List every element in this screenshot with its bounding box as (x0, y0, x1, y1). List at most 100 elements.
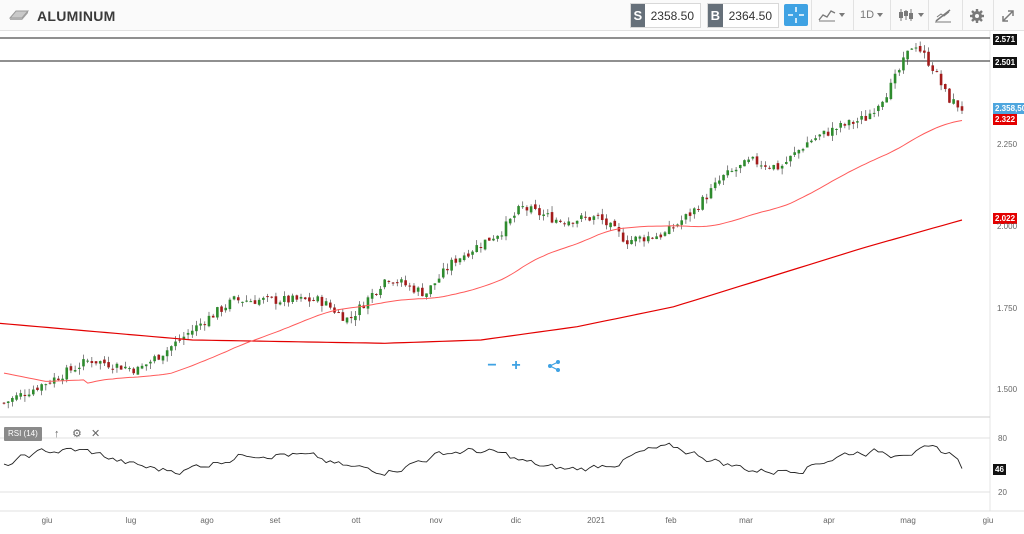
candle-body (6, 401, 10, 404)
draw-icon (935, 9, 951, 23)
candle-body (559, 220, 562, 222)
zoom-out-button[interactable]: − (480, 355, 504, 377)
candle-body (759, 165, 763, 167)
price-chart[interactable] (0, 31, 1024, 534)
price-tag-last: 2.358,50 (993, 103, 1024, 114)
candle-body (320, 296, 324, 306)
candle-body (94, 361, 98, 364)
rsi-settings-icon[interactable]: ⚙ (72, 428, 82, 440)
toolbar-divider (928, 0, 929, 31)
buy-price: 2364.50 (728, 8, 772, 23)
candle-body (241, 301, 244, 303)
toolbar-divider (853, 0, 854, 31)
candle-body (15, 395, 18, 400)
candle-body (517, 206, 520, 215)
candle-body (31, 389, 35, 395)
candle-body (467, 253, 470, 257)
fullscreen-button[interactable] (1000, 7, 1016, 25)
candle-body (329, 302, 332, 308)
candle-body (533, 204, 537, 209)
buy-button[interactable]: B 2364.50 (707, 3, 779, 28)
candle-body (487, 237, 491, 241)
candle-body (103, 359, 106, 364)
toolbar-divider (890, 0, 891, 31)
candle-body (437, 278, 441, 283)
candle-body (960, 106, 964, 111)
candle-body (923, 50, 926, 53)
chart-type-button[interactable] (818, 6, 845, 24)
candle-body (90, 361, 94, 364)
draw-button[interactable] (934, 6, 952, 24)
rsi-move-up-icon[interactable]: ↑ (54, 428, 60, 440)
price-tag-line-high: 2.571 (993, 34, 1018, 45)
candle-body (709, 188, 713, 199)
candle-body (132, 368, 135, 374)
sell-button[interactable]: S 2358.50 (630, 3, 701, 28)
rsi-tick: 20 (998, 488, 1007, 497)
candle-body (379, 288, 382, 296)
candle-body (186, 332, 190, 335)
asset-icon (8, 10, 30, 20)
month-label: apr (823, 516, 835, 525)
candle-body (751, 156, 755, 159)
candle-body (257, 299, 261, 305)
candle-body (190, 330, 194, 335)
rsi-line (3, 442, 963, 476)
candle-body (65, 367, 69, 380)
candle-body (768, 167, 771, 169)
candle-body (688, 212, 692, 216)
crosshair-button[interactable] (784, 4, 808, 26)
candle-body (383, 279, 386, 288)
candle-body (19, 393, 23, 397)
candle-body (626, 240, 629, 245)
candle-body (571, 222, 575, 224)
candle-body (889, 82, 893, 100)
candle-body (207, 315, 211, 327)
candle-body (538, 208, 541, 216)
candle-body (772, 164, 776, 170)
rsi-indicator-label[interactable]: RSI (14) (4, 427, 42, 441)
candle-body (881, 101, 884, 107)
price-tick: 1.500 (997, 385, 1018, 394)
month-label: giu (41, 516, 53, 525)
candle-body (144, 364, 148, 367)
candle-body (956, 100, 960, 108)
candle-body (897, 70, 901, 73)
timeframe-selector[interactable]: 1D (860, 6, 884, 24)
candle-body (910, 48, 914, 50)
month-label: nov (429, 516, 443, 525)
candle-body (232, 296, 236, 300)
candle-body (605, 218, 608, 226)
candle-body (525, 207, 529, 211)
toolbar-divider (811, 0, 812, 31)
candlestick-button[interactable] (897, 6, 924, 24)
candle-body (826, 131, 830, 136)
candle-body (747, 159, 750, 163)
candle-body (705, 197, 709, 200)
candle-body (73, 370, 77, 372)
candle-body (228, 299, 232, 310)
candle-body (885, 97, 888, 103)
candle-body (412, 285, 416, 293)
candle-body (312, 299, 315, 301)
candle-body (36, 387, 39, 391)
candle-body (672, 227, 675, 229)
rsi-close-icon[interactable]: ✕ (91, 428, 101, 440)
candle-body (2, 402, 6, 404)
candle-body (592, 216, 596, 220)
candle-body (174, 341, 177, 347)
candle-body (216, 307, 219, 318)
zoom-in-button[interactable]: + (504, 355, 528, 377)
rsi-value-tag: 46 (993, 464, 1006, 475)
candle-body (266, 296, 269, 298)
candle-body (128, 368, 131, 370)
candle-body (893, 73, 897, 84)
month-label: set (269, 516, 281, 525)
timeframe-label: 1D (860, 9, 875, 21)
settings-button[interactable] (969, 7, 985, 25)
candle-body (203, 324, 207, 326)
share-button[interactable] (542, 355, 566, 377)
candle-body (755, 156, 759, 165)
price-tag-ma-long: 2.022 (993, 213, 1018, 224)
candlestick-icon (899, 9, 913, 21)
